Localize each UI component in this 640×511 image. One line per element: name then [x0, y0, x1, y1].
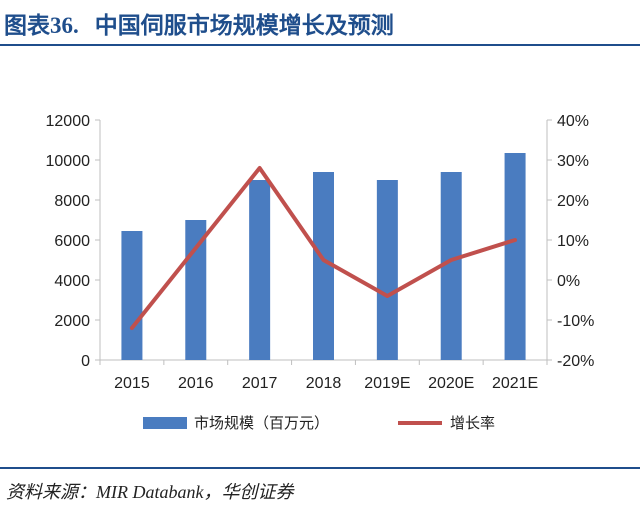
chart: 0 2000 4000 6000 8000 10000 12000 -20% -10% 0% 10%… [46, 113, 595, 432]
y-left-tick-label: 12000 [46, 113, 91, 130]
x-tick-label: 2017 [242, 375, 278, 392]
growth-rate-line [129, 166, 518, 330]
source-note: 资料来源：MIR Databank，华创证券 [6, 478, 293, 504]
legend: 市场规模（百万元） 增长率 [143, 414, 495, 432]
bar [440, 172, 462, 360]
chart-title: 中国伺服市场规模增长及预测 [94, 12, 394, 39]
legend-swatch-bar [143, 417, 187, 429]
figure-title: 图表36. 中国伺服市场规模增长及预测 [4, 6, 394, 40]
bar [313, 172, 334, 360]
legend-label-line: 增长率 [450, 414, 495, 432]
bar [376, 180, 398, 360]
x-tick-label: 2016 [178, 375, 214, 392]
x-tick-label: 2019E [364, 375, 410, 392]
figure-number: 36. [50, 13, 79, 38]
figure-prefix: 图表 [4, 12, 50, 39]
y-left-tick-label: 0 [81, 353, 90, 370]
source-rule [0, 467, 640, 469]
y-left-tick-label: 4000 [54, 273, 90, 290]
y-right-tick-label: 30% [557, 153, 589, 170]
y-right-tick-label: -10% [557, 313, 594, 330]
y-right-tick-label: 10% [557, 233, 589, 250]
bar [121, 231, 143, 360]
y-right-tick-label: 40% [557, 113, 589, 130]
y-right-tick-label: -20% [557, 353, 594, 370]
x-tick-label: 2015 [114, 375, 150, 392]
legend-label-bar: 市场规模（百万元） [194, 414, 329, 432]
y-left-tick-label: 6000 [54, 233, 90, 250]
x-tick-label: 2020E [428, 375, 474, 392]
source-text: MIR Databank，华创证券 [96, 482, 294, 502]
title-rule [0, 44, 640, 46]
y-right-tick-label: 0% [557, 273, 580, 290]
x-tick-label: 2018 [306, 375, 342, 392]
y-left-tick-label: 2000 [54, 313, 90, 330]
line-series [129, 166, 518, 330]
x-tick-label: 2021E [492, 375, 538, 392]
bar [504, 153, 526, 360]
source-label: 资料来源： [6, 482, 96, 503]
chart-axes: 0 2000 4000 6000 8000 10000 12000 -20% -10% 0% 10%… [46, 113, 595, 392]
bar [249, 180, 271, 360]
y-right-tick-label: 20% [557, 193, 589, 210]
y-left-tick-label: 8000 [54, 193, 90, 210]
y-left-tick-label: 10000 [46, 153, 91, 170]
